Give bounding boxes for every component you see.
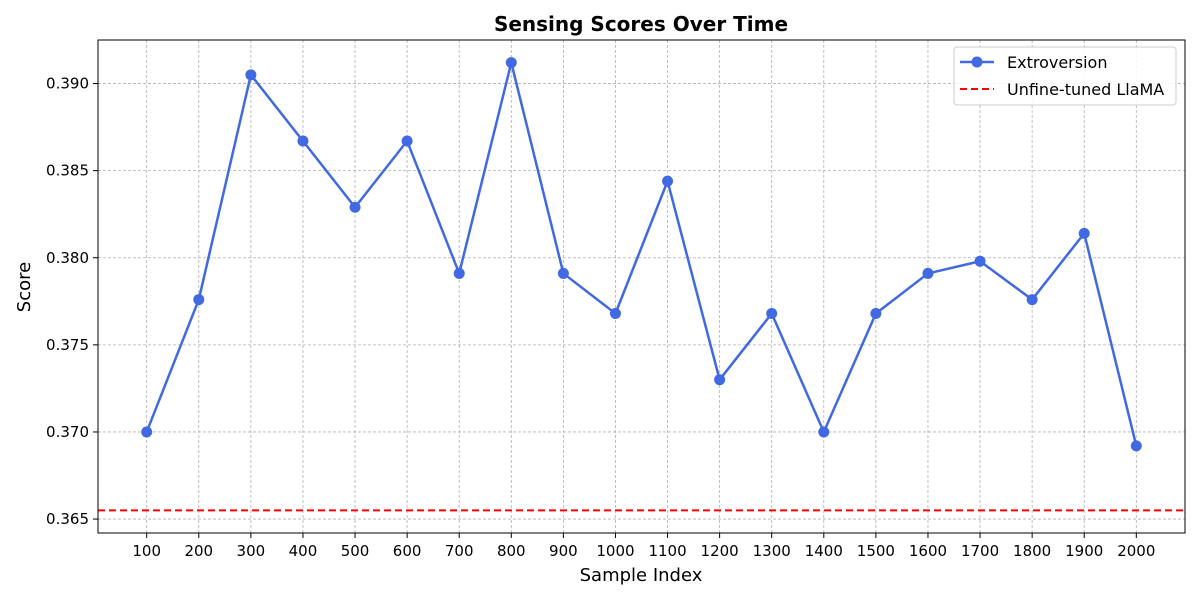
- x-tick-label: 2000: [1117, 542, 1155, 560]
- legend-marker-swatch: [971, 56, 983, 68]
- data-point: [245, 69, 257, 81]
- data-point: [818, 426, 830, 438]
- data-point: [349, 201, 361, 213]
- legend: Extroversion Unfine-tuned LlaMA: [953, 46, 1177, 106]
- y-tick-label: 0.370: [46, 423, 89, 441]
- data-point: [505, 57, 517, 69]
- data-point: [297, 135, 309, 147]
- legend-box: [953, 46, 1177, 106]
- x-tick-label: 700: [445, 542, 474, 560]
- grid-layer: [98, 40, 1185, 533]
- x-tick-label: 400: [289, 542, 318, 560]
- x-tick-label: 1600: [909, 542, 947, 560]
- x-tick-label: 1700: [961, 542, 999, 560]
- x-tick-label: 1500: [857, 542, 895, 560]
- data-point: [870, 308, 882, 320]
- data-point: [1130, 440, 1142, 452]
- x-tick-label: 1000: [596, 542, 634, 560]
- x-tick-label: 1400: [805, 542, 843, 560]
- x-tick-label: 1800: [1013, 542, 1051, 560]
- legend-label: Unfine-tuned LlaMA: [1007, 80, 1164, 99]
- x-tick-label: 200: [184, 542, 213, 560]
- series-line: [145, 61, 1138, 447]
- x-tick-label: 100: [132, 542, 161, 560]
- series-layer: [141, 57, 1142, 452]
- y-tick-label: 0.375: [46, 336, 89, 354]
- y-axis-label: Score: [14, 262, 35, 312]
- x-axis-ticks: 100 200 300 400 500 600 700 800 900 1000 1100 1200 1…: [132, 533, 1155, 560]
- data-point: [453, 267, 465, 279]
- data-point: [141, 426, 153, 438]
- x-tick-label: 500: [341, 542, 370, 560]
- x-tick-label: 1100: [648, 542, 686, 560]
- data-point: [557, 267, 569, 279]
- x-tick-label: 1900: [1065, 542, 1103, 560]
- data-point: [974, 255, 986, 267]
- legend-label: Extroversion: [1007, 53, 1107, 72]
- y-tick-label: 0.385: [46, 162, 89, 180]
- data-point: [193, 294, 205, 306]
- chart-title: Sensing Scores Over Time: [494, 12, 788, 36]
- data-point: [766, 308, 778, 320]
- x-tick-label: 1300: [753, 542, 791, 560]
- x-tick-label: 900: [549, 542, 578, 560]
- x-axis-label: Sample Index: [580, 565, 703, 586]
- x-tick-label: 600: [393, 542, 422, 560]
- x-tick-label: 800: [497, 542, 526, 560]
- data-point: [1078, 227, 1090, 239]
- y-tick-label: 0.365: [46, 510, 89, 528]
- x-tick-label: 1200: [701, 542, 739, 560]
- data-point: [609, 308, 621, 320]
- data-point: [662, 175, 674, 187]
- data-point: [922, 267, 934, 279]
- y-axis-ticks: 0.365 0.370 0.375 0.380 0.385 0.390: [46, 75, 98, 528]
- x-tick-label: 300: [237, 542, 266, 560]
- data-point: [401, 135, 413, 147]
- plot-frame: [97, 39, 1186, 534]
- data-point: [1026, 294, 1038, 306]
- data-point: [714, 374, 726, 386]
- y-tick-label: 0.380: [46, 249, 89, 267]
- y-tick-label: 0.390: [46, 75, 89, 93]
